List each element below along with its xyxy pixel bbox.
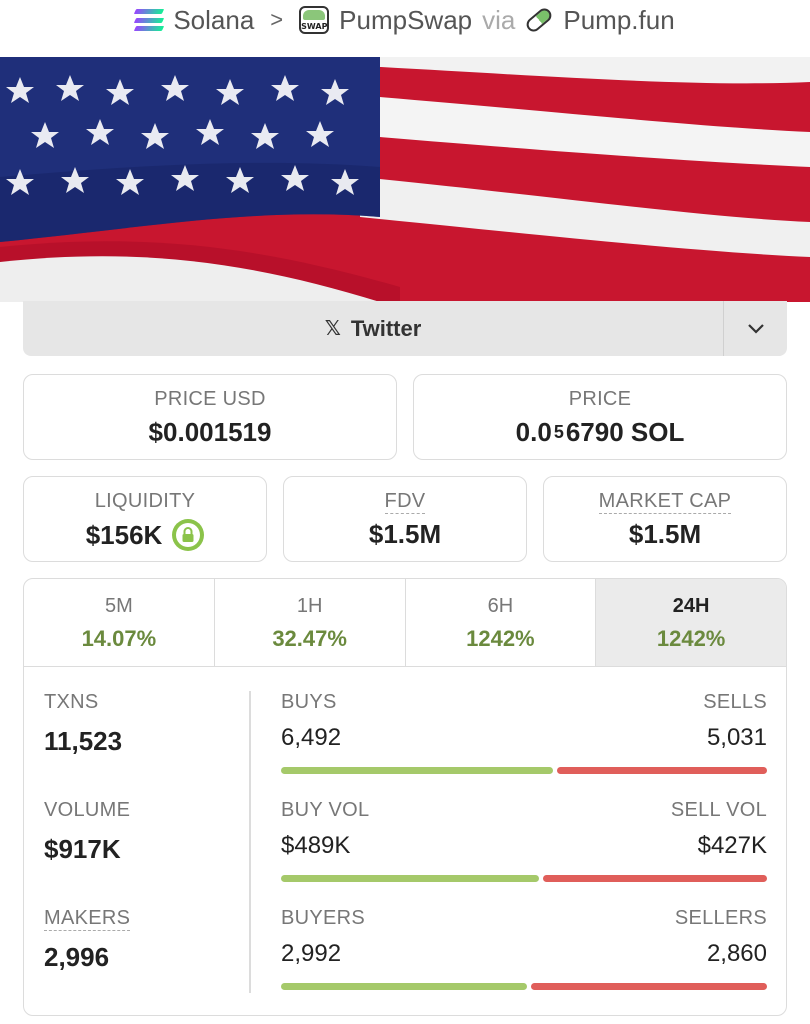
fdv-card: FDV $1.5M <box>283 476 527 562</box>
buy-bar <box>281 875 539 882</box>
chevron-down-icon <box>747 323 764 334</box>
volume-split-bar <box>281 875 767 882</box>
price-sol-label: PRICE <box>568 388 632 410</box>
buyers-label: BUYERS <box>281 907 366 929</box>
liquidity-value: $156K <box>85 519 163 550</box>
price-usd-label: PRICE USD <box>154 388 266 410</box>
buys-label: BUYS <box>281 691 337 713</box>
solana-icon <box>134 9 165 31</box>
makers-value: 2,996 <box>44 942 110 972</box>
buys-value: 6,492 <box>281 724 342 751</box>
dex-link[interactable]: PumpSwap <box>339 4 473 35</box>
market-cap-card: MARKET CAP $1.5M <box>543 476 787 562</box>
pumpfun-icon <box>524 5 555 35</box>
txns-label: TXNS <box>44 691 99 713</box>
split-column: BUYS SELLS 6,492 5,031 BUY VOL SELL VOL … <box>281 691 767 1015</box>
stats-panel: 5M 14.07% 1H 32.47% 6H 1242% 24H 1242% T… <box>23 578 787 1016</box>
buy-bar <box>281 983 527 990</box>
buys-sells-row: BUYS SELLS 6,492 5,031 <box>281 691 767 799</box>
expand-socials-button[interactable] <box>723 301 787 356</box>
via-text: via <box>482 4 516 35</box>
lock-icon[interactable] <box>172 519 205 551</box>
liquidity-card: LIQUIDITY $156K <box>23 476 267 562</box>
price-sol-prefix: 0.0 <box>515 417 552 447</box>
tab-label: 6H <box>487 595 514 617</box>
volume-split-row: BUY VOL SELL VOL $489K $427K <box>281 799 767 907</box>
twitter-button[interactable]: 𝕏 Twitter <box>23 301 723 356</box>
makers-split-bar <box>281 983 767 990</box>
tab-5m[interactable]: 5M 14.07% <box>24 579 215 666</box>
tab-change: 1242% <box>656 626 726 651</box>
chain-link[interactable]: Solana <box>173 4 255 35</box>
tab-label: 1H <box>296 595 323 617</box>
x-icon: 𝕏 <box>324 318 341 340</box>
price-usd-value: $0.001519 <box>148 417 272 447</box>
price-sol-zero-count: 5 <box>553 422 564 442</box>
buyers-value: 2,992 <box>281 940 342 967</box>
source-link[interactable]: Pump.fun <box>563 4 675 35</box>
tab-6h[interactable]: 6H 1242% <box>406 579 597 666</box>
sell-bar <box>531 983 767 990</box>
sell-bar <box>543 875 767 882</box>
totals-column: TXNS 11,523 VOLUME $917K MAKERS 2,996 <box>44 691 244 1015</box>
tab-change: 32.47% <box>272 626 347 651</box>
fdv-value: $1.5M <box>368 519 442 549</box>
makers-label[interactable]: MAKERS <box>44 907 131 931</box>
makers-split-row: BUYERS SELLERS 2,992 2,860 <box>281 907 767 1015</box>
liquidity-label: LIQUIDITY <box>94 490 196 512</box>
sellers-label: SELLERS <box>674 907 767 929</box>
chevron-right-icon: > <box>270 7 284 32</box>
sell-vol-label: SELL VOL <box>670 799 767 821</box>
tab-1h[interactable]: 1H 32.47% <box>215 579 406 666</box>
token-banner-image <box>0 57 810 302</box>
price-usd-card: PRICE USD $0.001519 <box>23 374 397 460</box>
price-sol-value: 0.0 5 6790 SOL <box>414 417 786 448</box>
tab-change: 1242% <box>466 626 535 651</box>
social-links-bar: 𝕏 Twitter <box>23 301 787 356</box>
volume-metric: VOLUME $917K <box>44 799 244 907</box>
sellers-value: 2,860 <box>706 940 767 967</box>
buy-vol-value: $489K <box>281 832 351 859</box>
sells-value: 5,031 <box>706 724 767 751</box>
tab-change: 14.07% <box>81 626 157 651</box>
breadcrumb: Solana > SWAP PumpSwap via Pump.fun <box>0 0 810 40</box>
column-divider <box>249 691 251 993</box>
buy-bar <box>281 767 553 774</box>
pumpswap-icon-text: SWAP <box>301 22 328 31</box>
txns-value: 11,523 <box>44 726 123 756</box>
sells-label: SELLS <box>703 691 767 713</box>
txns-metric: TXNS 11,523 <box>44 691 244 799</box>
volume-label: VOLUME <box>44 799 131 821</box>
makers-metric: MAKERS 2,996 <box>44 907 244 1015</box>
liquidity-value-row: $156K <box>24 519 266 551</box>
pumpswap-icon: SWAP <box>299 6 330 34</box>
price-sol-card: PRICE 0.0 5 6790 SOL <box>413 374 787 460</box>
sell-vol-value: $427K <box>697 832 767 859</box>
price-sol-suffix: 6790 SOL <box>565 417 685 447</box>
timeframe-tabs: 5M 14.07% 1H 32.47% 6H 1242% 24H 1242% <box>24 579 786 667</box>
buys-sells-bar <box>281 767 767 774</box>
fdv-label[interactable]: FDV <box>384 490 426 514</box>
tab-label: 5M <box>104 595 133 617</box>
market-cap-label[interactable]: MARKET CAP <box>598 490 732 514</box>
tab-label: 24H <box>672 595 710 617</box>
twitter-label: Twitter <box>350 315 422 341</box>
buy-vol-label: BUY VOL <box>281 799 370 821</box>
volume-value: $917K <box>44 834 121 864</box>
market-cap-value: $1.5M <box>628 519 702 549</box>
tab-24h[interactable]: 24H 1242% <box>596 579 786 666</box>
sell-bar <box>557 767 767 774</box>
